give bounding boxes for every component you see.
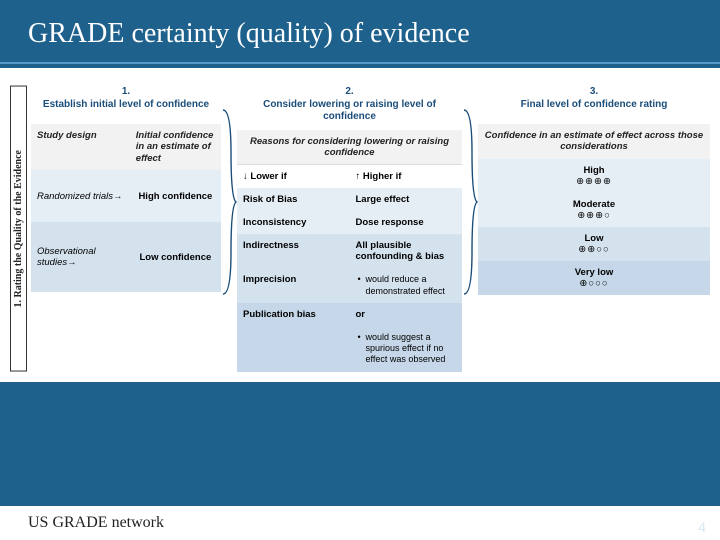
p2-bullet-reduce: would reduce a demonstrated effect xyxy=(356,274,457,297)
panel2-heading: 2. Consider lowering or raising level of… xyxy=(237,86,462,130)
panel3-heading: 3. Final level of confidence rating xyxy=(478,86,710,124)
page-number: 4 xyxy=(698,519,706,535)
p2-higher-large: Large effect xyxy=(350,188,463,211)
grade-diagram: 1. Rating the Quality of the Evidence 1.… xyxy=(0,68,720,382)
slide-header: GRADE certainty (quality) of evidence xyxy=(0,0,720,64)
slide-title: GRADE certainty (quality) of evidence xyxy=(28,18,692,50)
p2-header: Reasons for considering lowering or rais… xyxy=(237,130,462,165)
p1-row-obs: Observational studies→ xyxy=(31,240,130,274)
brace-icon xyxy=(462,86,478,372)
p2-lower-pub: Publication bias xyxy=(237,303,350,326)
p2-or: or xyxy=(350,303,463,326)
p1-row-rct-conf: High confidence xyxy=(130,185,221,208)
panel-lower-raise: 2. Consider lowering or raising level of… xyxy=(237,86,462,372)
panel1-heading: 1. Establish initial level of confidence xyxy=(31,86,221,124)
p2-higher-dose: Dose response xyxy=(350,211,463,234)
p2-lower-imprec: Imprecision xyxy=(237,268,350,303)
p1-col-initial-conf: Initial confidence in an estimate of eff… xyxy=(130,124,221,170)
p3-level-moderate: Moderate ⊕⊕⊕○ xyxy=(478,193,710,227)
p2-lower-if: ↓ Lower if xyxy=(237,165,350,188)
p1-row-obs-conf: Low confidence xyxy=(130,246,221,269)
panel-initial-confidence: 1. Establish initial level of confidence… xyxy=(31,86,221,372)
p3-level-low: Low ⊕⊕○○ xyxy=(478,227,710,261)
p2-lower-indir: Indirectness xyxy=(237,234,350,268)
p2-higher-confounding: All plausible confounding & bias xyxy=(350,234,463,268)
p1-col-study-design: Study design xyxy=(31,124,130,170)
p2-bullet-spurious: would suggest a spurious effect if no ef… xyxy=(356,332,457,366)
slide-footer: US GRADE network 4 xyxy=(0,506,720,540)
attribution: US GRADE network xyxy=(0,506,720,540)
p1-row-rct: Randomized trials→ xyxy=(31,185,130,208)
y-axis-label: 1. Rating the Quality of the Evidence xyxy=(10,86,27,372)
p2-lower-risk: Risk of Bias xyxy=(237,188,350,211)
p3-header: Confidence in an estimate of effect acro… xyxy=(478,124,710,159)
p3-level-high: High ⊕⊕⊕⊕ xyxy=(478,159,710,193)
brace-icon xyxy=(221,86,237,372)
p2-lower-incons: Inconsistency xyxy=(237,211,350,234)
panel-final-rating: 3. Final level of confidence rating Conf… xyxy=(478,86,710,372)
p3-level-verylow: Very low ⊕○○○ xyxy=(478,261,710,295)
p2-higher-if: ↑ Higher if xyxy=(350,165,463,188)
